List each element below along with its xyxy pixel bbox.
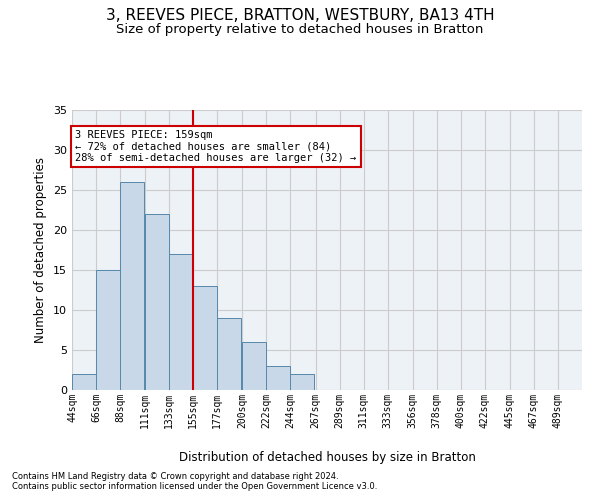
Text: Size of property relative to detached houses in Bratton: Size of property relative to detached ho… xyxy=(116,22,484,36)
Bar xyxy=(290,374,314,390)
Bar xyxy=(217,318,241,390)
Text: 3, REEVES PIECE, BRATTON, WESTBURY, BA13 4TH: 3, REEVES PIECE, BRATTON, WESTBURY, BA13… xyxy=(106,8,494,22)
Bar xyxy=(120,182,144,390)
Bar xyxy=(72,374,96,390)
Bar xyxy=(242,342,266,390)
Text: Contains HM Land Registry data © Crown copyright and database right 2024.: Contains HM Land Registry data © Crown c… xyxy=(12,472,338,481)
Bar xyxy=(96,270,120,390)
Y-axis label: Number of detached properties: Number of detached properties xyxy=(34,157,47,343)
Text: 3 REEVES PIECE: 159sqm
← 72% of detached houses are smaller (84)
28% of semi-det: 3 REEVES PIECE: 159sqm ← 72% of detached… xyxy=(75,130,356,163)
Bar xyxy=(145,214,169,390)
Bar xyxy=(169,254,193,390)
Bar xyxy=(193,286,217,390)
Text: Contains public sector information licensed under the Open Government Licence v3: Contains public sector information licen… xyxy=(12,482,377,491)
Text: Distribution of detached houses by size in Bratton: Distribution of detached houses by size … xyxy=(179,451,475,464)
Bar xyxy=(266,366,290,390)
